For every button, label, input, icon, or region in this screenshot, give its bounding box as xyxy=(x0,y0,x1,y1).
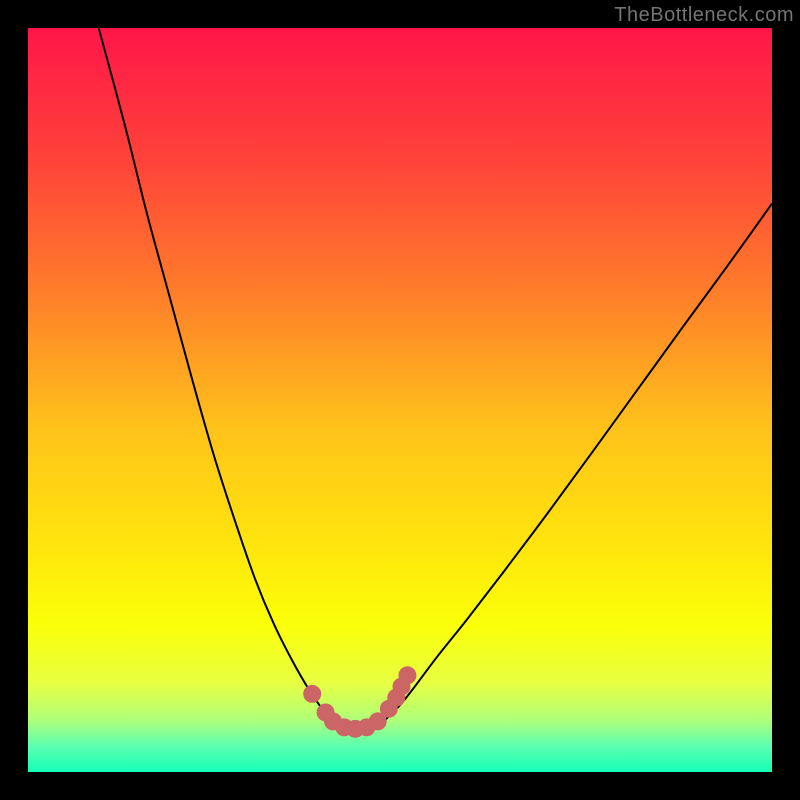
optimal-region-dots xyxy=(303,666,416,738)
left-curve xyxy=(99,28,330,720)
plot-area xyxy=(28,28,772,772)
optimal-dot xyxy=(398,666,416,684)
bottleneck-curve-svg xyxy=(28,28,772,772)
right-curve xyxy=(385,204,772,720)
optimal-dot xyxy=(303,685,321,703)
watermark-text: TheBottleneck.com xyxy=(614,4,794,27)
